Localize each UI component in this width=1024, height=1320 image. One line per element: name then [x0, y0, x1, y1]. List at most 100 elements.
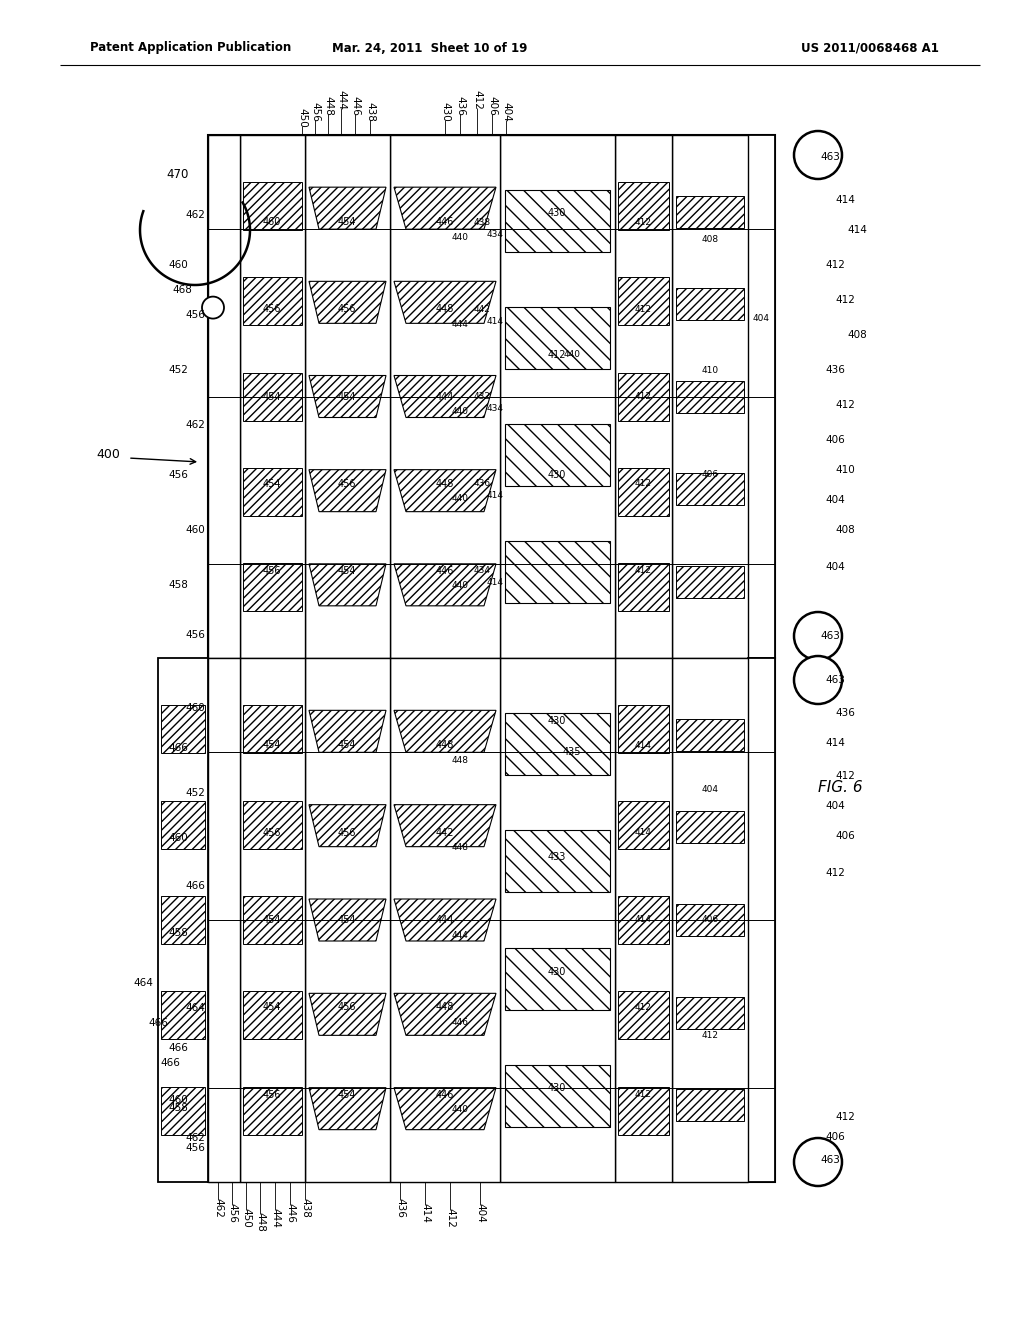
Text: 436: 436 [455, 96, 465, 116]
Text: 404: 404 [825, 495, 845, 506]
Bar [618, 1086, 669, 1135]
Bar [505, 190, 610, 252]
Bar [243, 277, 302, 325]
Text: 412: 412 [445, 1208, 455, 1228]
Text: 444: 444 [336, 90, 346, 110]
Polygon shape [394, 470, 496, 512]
Bar [505, 948, 610, 1010]
Text: 466: 466 [185, 880, 205, 891]
Polygon shape [309, 710, 386, 752]
Bar [676, 812, 744, 843]
Text: 463: 463 [820, 152, 840, 162]
Bar [243, 801, 302, 849]
Bar [240, 135, 305, 657]
Bar [618, 705, 669, 754]
Bar [243, 896, 302, 944]
Bar [243, 705, 302, 754]
Bar [618, 182, 669, 230]
Bar [305, 135, 390, 657]
Polygon shape [309, 564, 386, 606]
Text: 412: 412 [635, 305, 651, 314]
Text: 412: 412 [635, 1003, 651, 1012]
Text: 456: 456 [185, 1143, 205, 1152]
Circle shape [794, 131, 842, 180]
Bar [505, 830, 610, 892]
Text: 410: 410 [836, 465, 855, 475]
Text: 412: 412 [635, 392, 651, 401]
Bar [618, 801, 669, 849]
Text: 456: 456 [263, 305, 282, 314]
Bar [240, 657, 305, 1181]
Text: 448: 448 [436, 741, 455, 750]
Text: 414: 414 [847, 224, 867, 235]
Text: 458: 458 [168, 1104, 188, 1113]
Text: 463: 463 [825, 675, 845, 685]
Text: 440: 440 [452, 232, 469, 242]
Circle shape [794, 612, 842, 660]
Bar [208, 657, 240, 1181]
Bar [748, 135, 775, 657]
Text: 448: 448 [255, 1212, 265, 1232]
Text: 446: 446 [436, 218, 455, 227]
Text: 412: 412 [825, 869, 845, 878]
Text: 466: 466 [168, 743, 188, 752]
Text: 434: 434 [473, 566, 490, 576]
Text: 444: 444 [436, 392, 455, 401]
Text: 456: 456 [185, 310, 205, 319]
Bar [748, 657, 775, 1181]
Bar [390, 135, 500, 657]
Text: 404: 404 [753, 314, 769, 322]
Text: 400: 400 [96, 449, 120, 462]
Polygon shape [309, 187, 386, 230]
Text: 430: 430 [548, 968, 566, 977]
Polygon shape [394, 281, 496, 323]
Text: 412: 412 [835, 294, 855, 305]
Polygon shape [309, 994, 386, 1035]
Bar [676, 565, 744, 598]
Circle shape [794, 1138, 842, 1185]
Text: 440: 440 [452, 407, 469, 416]
Text: 430: 430 [548, 1082, 566, 1093]
Bar [500, 135, 615, 657]
Bar [676, 288, 744, 319]
Text: 456: 456 [263, 1090, 282, 1100]
Text: 460: 460 [185, 704, 205, 713]
Text: 412: 412 [548, 350, 566, 359]
Text: 462: 462 [185, 1133, 205, 1143]
Text: 412: 412 [635, 566, 651, 576]
Text: 430: 430 [440, 102, 450, 121]
Bar [208, 135, 775, 657]
Text: 408: 408 [847, 330, 867, 341]
Text: 412: 412 [825, 260, 845, 271]
Bar [618, 991, 669, 1039]
Polygon shape [394, 994, 496, 1035]
Text: 456: 456 [338, 479, 356, 488]
Bar [672, 135, 748, 657]
Text: 446: 446 [285, 1203, 295, 1222]
Bar [500, 657, 615, 1181]
Text: 440: 440 [452, 494, 469, 503]
Text: 414: 414 [486, 317, 504, 326]
Polygon shape [309, 805, 386, 846]
Text: 444: 444 [452, 319, 468, 329]
Text: 404: 404 [825, 562, 845, 572]
Text: 406: 406 [825, 1133, 845, 1142]
Bar [243, 562, 302, 611]
Text: 412: 412 [635, 479, 651, 488]
Text: 456: 456 [338, 305, 356, 314]
Text: 440: 440 [452, 581, 469, 590]
Polygon shape [309, 375, 386, 417]
Text: 444: 444 [452, 931, 468, 940]
Text: 448: 448 [436, 479, 455, 488]
Text: 456: 456 [185, 630, 205, 640]
Polygon shape [309, 1088, 386, 1130]
Text: 410: 410 [701, 366, 719, 375]
Bar [505, 541, 610, 603]
Bar [243, 991, 302, 1039]
Text: 466: 466 [148, 1018, 168, 1028]
Text: 450: 450 [297, 108, 307, 128]
Text: 458: 458 [168, 579, 188, 590]
Bar [243, 372, 302, 421]
Bar [208, 657, 775, 1181]
Text: Mar. 24, 2011  Sheet 10 of 19: Mar. 24, 2011 Sheet 10 of 19 [333, 41, 527, 54]
